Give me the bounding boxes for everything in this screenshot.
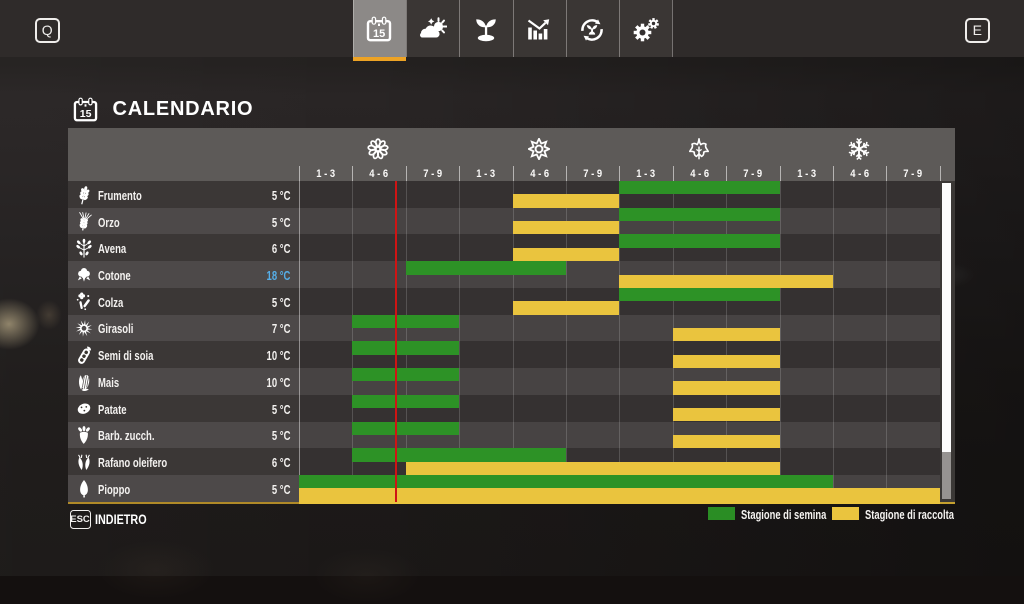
svg-text:15: 15 — [80, 108, 92, 120]
svg-text:15: 15 — [373, 28, 385, 40]
